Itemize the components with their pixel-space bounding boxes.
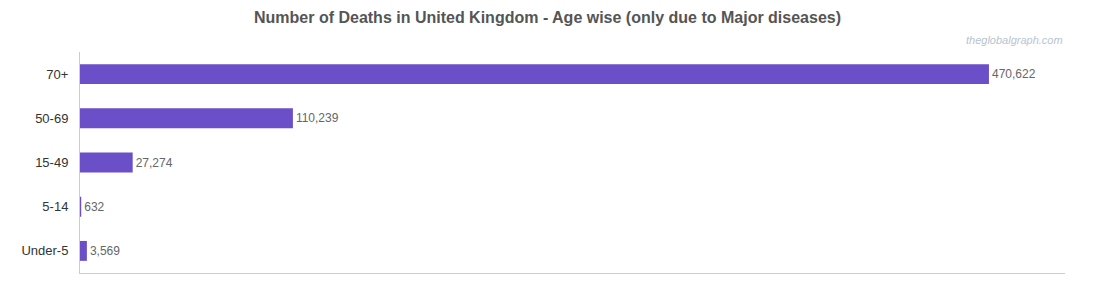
svg-text:27,274: 27,274	[136, 156, 173, 170]
svg-text:470,622: 470,622	[992, 67, 1036, 81]
svg-text:110,239: 110,239	[296, 111, 339, 125]
svg-text:5-14: 5-14	[42, 199, 68, 214]
svg-text:50-69: 50-69	[35, 111, 68, 126]
svg-text:632: 632	[84, 200, 104, 214]
svg-text:70+: 70+	[46, 67, 68, 82]
svg-text:theglobalgraph.com: theglobalgraph.com	[966, 34, 1063, 46]
svg-text:Number of Deaths in United Kin: Number of Deaths in United Kingdom - Age…	[254, 9, 841, 26]
svg-text:Under-5: Under-5	[21, 243, 68, 258]
svg-text:15-49: 15-49	[35, 155, 68, 170]
svg-text:3,569: 3,569	[90, 244, 120, 258]
